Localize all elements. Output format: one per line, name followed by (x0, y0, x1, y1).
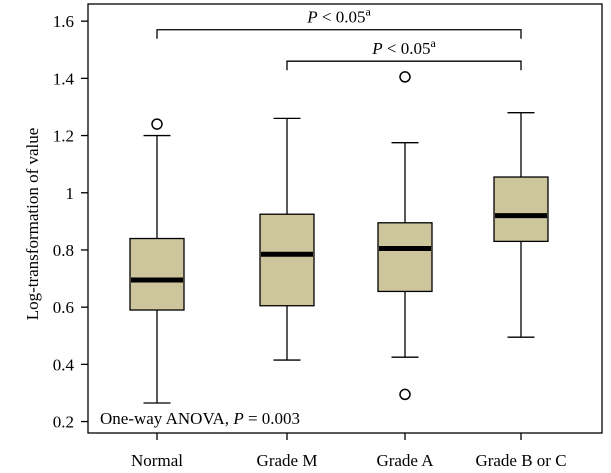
x-category-label: Normal (131, 451, 183, 470)
y-tick-label: 1 (66, 184, 75, 203)
outlier-point (399, 388, 411, 401)
y-axis-ticks: 0.2 0.4 0.6 0.8 1 1.2 1.4 1.6 (53, 12, 88, 432)
y-tick-label: 0.8 (53, 241, 74, 260)
y-tick-label: 0.6 (53, 298, 74, 317)
box-group (129, 118, 185, 404)
bracket-line (286, 60, 522, 71)
outlier-point (151, 118, 163, 130)
y-tick-label: 1.2 (53, 127, 74, 146)
box-group (493, 112, 549, 338)
significance-bracket: P < 0.05a (286, 36, 522, 71)
outlier-point (399, 71, 411, 83)
anova-annotation: One-way ANOVA, P = 0.003 (100, 409, 300, 428)
box-iqr (259, 213, 315, 307)
x-category-label: Grade A (376, 451, 434, 470)
plot-frame (87, 3, 603, 434)
y-tick-label: 0.4 (53, 355, 75, 374)
box-group (259, 117, 315, 361)
x-category-label: Grade M (257, 451, 318, 470)
bracket-label: P < 0.05a (371, 36, 436, 58)
box-group (377, 71, 433, 401)
bracket-line (156, 29, 522, 39)
box-iqr (129, 237, 185, 311)
x-axis-labels: Normal Grade M Grade A Grade B or C (131, 433, 567, 470)
box-iqr (493, 176, 549, 243)
significance-bracket: P < 0.05a (156, 5, 522, 39)
y-axis-title: Log-transformation of value (23, 128, 42, 321)
box-iqr (377, 222, 433, 293)
y-tick-label: 1.6 (53, 12, 74, 31)
bracket-label: P < 0.05a (306, 5, 371, 27)
y-tick-label: 1.4 (53, 69, 75, 88)
x-category-label: Grade B or C (475, 451, 566, 470)
y-tick-label: 0.2 (53, 413, 74, 432)
